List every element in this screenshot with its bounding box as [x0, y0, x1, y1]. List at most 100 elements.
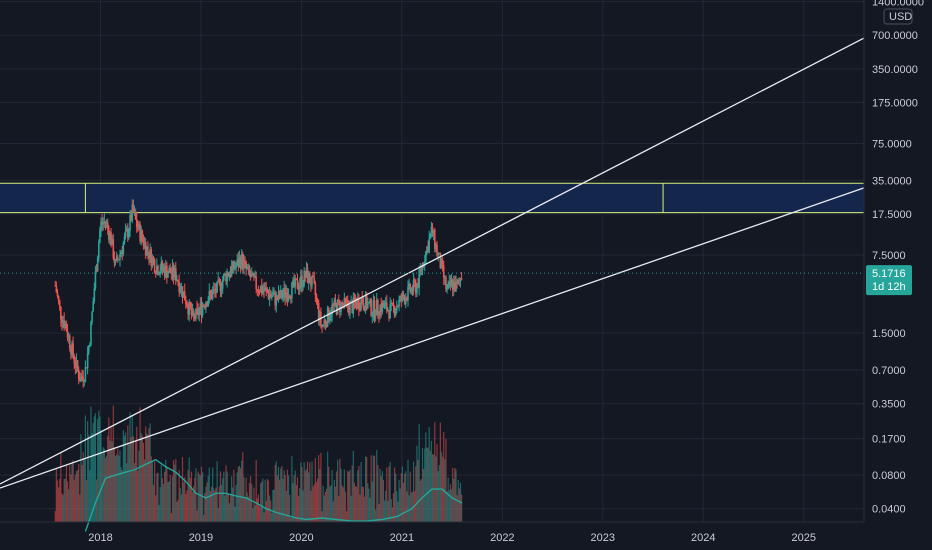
price-tick-label: 17.5000	[872, 209, 912, 221]
candle-body	[81, 376, 83, 378]
candle-body	[253, 272, 255, 278]
candle-body	[416, 285, 418, 294]
candle-body	[86, 352, 89, 368]
candle-body	[87, 345, 90, 353]
volume-bar	[184, 477, 186, 522]
candle-body	[408, 283, 410, 287]
volume-bar	[367, 483, 369, 522]
volume-bar	[455, 469, 457, 522]
volume-bar	[258, 506, 261, 522]
candle-body	[193, 315, 196, 319]
volume-bar	[204, 492, 206, 522]
candle-body	[274, 292, 276, 306]
volume-bar	[219, 471, 222, 522]
candle-body	[420, 269, 423, 271]
currency-label-box[interactable]: USD	[883, 8, 913, 25]
volume-bar	[352, 450, 354, 522]
candle-body	[391, 302, 394, 304]
volume-bar	[347, 470, 349, 522]
candle-body	[322, 324, 324, 326]
candle-body	[308, 273, 311, 284]
volume-bar	[66, 481, 69, 522]
volume-bar	[156, 473, 158, 522]
volume-bar	[325, 488, 328, 522]
candles	[54, 199, 463, 388]
trendlines[interactable]	[0, 37, 865, 489]
volume-bar	[373, 455, 376, 522]
volume-bar	[449, 484, 452, 522]
candle-body	[139, 224, 141, 242]
candle-body	[447, 284, 449, 289]
volume-bar	[356, 486, 358, 522]
volume-bar	[248, 482, 251, 522]
volume-bar	[385, 490, 387, 522]
volume-bar	[159, 487, 161, 522]
candle-body	[133, 211, 136, 213]
candle-body	[441, 260, 444, 266]
candle-body	[79, 379, 81, 382]
time-tick-label: 2019	[189, 532, 213, 544]
volume-bar	[438, 465, 440, 522]
candle-body	[382, 302, 385, 308]
volume-bar	[177, 499, 179, 522]
candle-body	[278, 291, 281, 298]
time-tick-label: 2021	[390, 532, 414, 544]
volume-bar	[433, 454, 435, 522]
volume-bar	[327, 451, 329, 522]
candle-body	[387, 310, 389, 312]
candle-body	[282, 294, 284, 298]
candle-body	[144, 242, 147, 256]
volume-bar	[376, 449, 378, 522]
volume-bar	[346, 511, 348, 522]
candle-body	[187, 306, 189, 315]
candle-body	[296, 279, 299, 289]
candle-body	[166, 265, 168, 278]
volume-bar	[407, 459, 409, 522]
candle-body	[228, 273, 231, 277]
candle-body	[301, 275, 303, 288]
candle-body	[454, 282, 456, 292]
volume-ma-line	[84, 458, 463, 532]
volume-bar	[100, 430, 102, 522]
volume-bar	[89, 470, 91, 522]
candle-body	[173, 268, 176, 278]
volume-bar	[123, 435, 126, 522]
candle-body	[84, 367, 87, 381]
time-axis[interactable]: 2018 2019 2020 2021 2022 2023 2024 2025	[0, 521, 864, 544]
volume-bar	[394, 467, 396, 522]
candle-body	[106, 222, 109, 229]
candle-body	[331, 304, 333, 315]
volume-bar	[63, 478, 65, 522]
volume-bar	[155, 495, 157, 522]
candle-body	[435, 244, 437, 249]
volume-bar	[235, 485, 237, 522]
candle-body	[431, 226, 434, 235]
candle-body	[256, 289, 259, 291]
volume-bar	[292, 482, 294, 522]
candle-body	[312, 276, 314, 278]
candle-body	[364, 295, 367, 312]
volume-bar	[103, 448, 105, 522]
candle-body	[311, 276, 313, 286]
volume-bar	[121, 469, 123, 522]
volume-bar	[160, 464, 162, 522]
candle-body	[64, 323, 67, 328]
volume-bar	[412, 461, 415, 522]
volume-bar	[190, 471, 193, 522]
candle-body	[163, 267, 166, 277]
candle-body	[246, 268, 249, 270]
volume-bar	[420, 478, 422, 522]
candle-body	[100, 221, 102, 230]
volume-bar	[161, 478, 164, 522]
volume-bar	[254, 505, 256, 522]
candle-body	[377, 299, 379, 313]
candle-body	[345, 300, 348, 302]
time-tick-label: 2025	[791, 532, 815, 544]
candle-body	[137, 227, 139, 229]
volume-bar	[82, 451, 84, 522]
candle-body	[332, 304, 335, 306]
volume-bar	[229, 495, 232, 522]
volume-bar	[272, 489, 274, 522]
candle-body	[336, 299, 339, 315]
